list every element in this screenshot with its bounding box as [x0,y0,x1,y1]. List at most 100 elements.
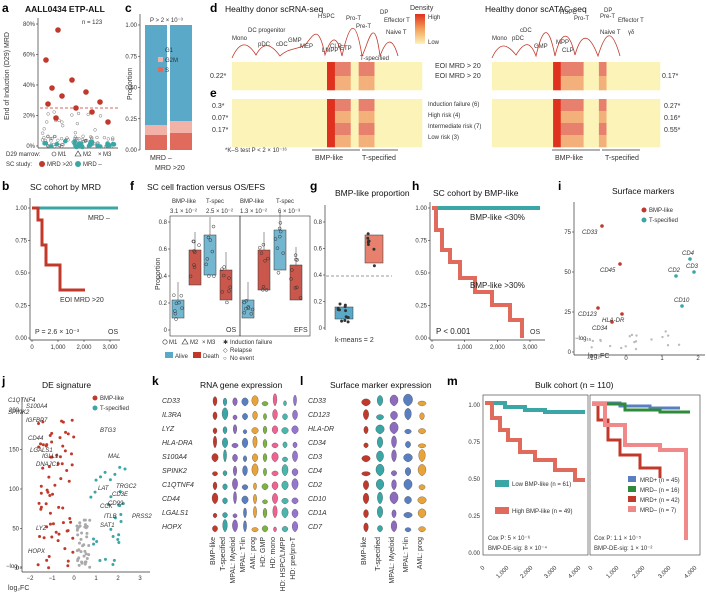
j-point-bmp [64,430,68,434]
i-xtick-label: −1 [587,356,595,362]
heat-cell [576,111,584,124]
l-violin [361,471,371,477]
heat-cell [247,62,257,77]
j-ticks: 0 50 100 150 200 −2 −1 0 1 2 3 [9,408,142,582]
d-left-cell-label: T-specified [360,56,389,62]
i-label-bmp: CD123 [578,312,597,318]
heat-cell [499,123,508,136]
f-dot [273,237,278,241]
j-point-bmp [55,453,59,457]
l-violin [418,484,426,491]
k-gene-label: S100A4 [162,454,187,461]
a-dot-m2 [75,122,79,126]
f-dot [207,274,211,278]
f-dot [188,274,193,279]
f-dot [227,276,231,280]
e-left-value: 0.07* [212,115,229,122]
j-point-bmp [47,475,51,479]
e-row-label: Intermediate risk (7) [428,124,481,130]
heat-cell [366,99,375,112]
j-point-bmp [56,539,60,543]
j-point-ns [85,535,89,539]
heat-cell [327,123,336,136]
heat-cell [414,135,423,148]
k-violin [213,435,217,449]
k-violin [291,468,299,477]
k-violin [261,525,269,533]
k-violin [212,471,218,477]
b-xtick-label: 2,000 [76,345,92,351]
l-violin [418,428,426,435]
k-violin [272,493,278,505]
c-legend-s-swatch [158,67,163,72]
a-dot-mrd20 [97,99,103,105]
heat-cell [271,111,280,124]
j-xtick-label: −1 [49,576,57,582]
l-violin [418,526,426,533]
panel-f: SC cell fraction versus OS/EFS Proportio… [147,182,311,362]
a-marrow-m1: M1 [58,152,67,158]
j-legend-t-dot [92,405,98,411]
f-legend-if: Induction failure [230,340,273,346]
f-dot [295,285,299,290]
k-violin [232,478,238,491]
d-right-cell-label: Mono [492,36,508,42]
b-ytick-label: 0.25 [15,304,27,310]
heat-cell [621,99,630,112]
f-box [273,229,287,271]
k-violin [262,439,268,449]
f-dot [276,271,281,275]
j-point-bmp [66,529,70,533]
k-violin [272,409,278,421]
d-right-cell-label: CLP [562,48,574,54]
heat-cell [537,99,546,112]
a-dot-m2 [76,111,81,116]
a-dot-mrd20 [59,93,65,99]
heat-cell [560,111,569,124]
g-title: BMP-like proportion [335,188,410,198]
heat-cell [358,135,367,148]
heat-cell [287,135,296,148]
heat-cell [414,99,423,112]
j-point-bmp [65,468,69,472]
k-violin [272,505,278,519]
k-violin [243,507,247,519]
heat-cell [598,111,607,124]
heat-cell [614,76,623,91]
j-point-bmp [56,462,60,466]
heat-cell [614,99,623,112]
j-gene-t: PRSS2 [132,514,152,520]
f-dot [225,300,229,305]
m-xtick-right: 1,000 [606,565,621,580]
f-pval-3: 1.3 × 10⁻² [240,209,267,215]
m-xticks: 0 1,000 2,000 3,000 4,000 0 1,000 2,000 3,000 4,0… [480,565,699,580]
heat-cell [327,76,336,91]
a-n: n = 123 [82,20,103,26]
l-violin [403,479,413,491]
heat-cell [334,76,344,91]
g-dot-high [366,243,370,247]
f-dot [258,245,262,250]
j-point-ns [85,556,89,560]
heat-cell [629,111,638,124]
j-point-bmp [50,431,54,435]
heat-cell [492,99,500,112]
heat-cell [271,135,280,148]
a-dot-mrd20 [83,89,89,95]
k-violin [211,492,219,505]
l-violin [390,411,398,421]
l-violin [403,393,413,407]
g-dot-high [367,239,371,243]
k-violin [282,441,288,449]
f-legend-m1: M1 [169,340,178,346]
heat-cell [644,99,653,112]
k-violin [222,512,228,519]
k-violin [222,519,228,533]
i-point-ns [620,346,623,350]
a-legend-mrd20: MRD >20 [47,162,73,168]
heat-cell [319,123,328,136]
c-bar-pos-g1 [170,25,192,121]
heat-cell [560,76,569,91]
b-label-neg: MRD – [88,215,110,222]
f-group-bmp2: BMP-like [240,199,265,205]
